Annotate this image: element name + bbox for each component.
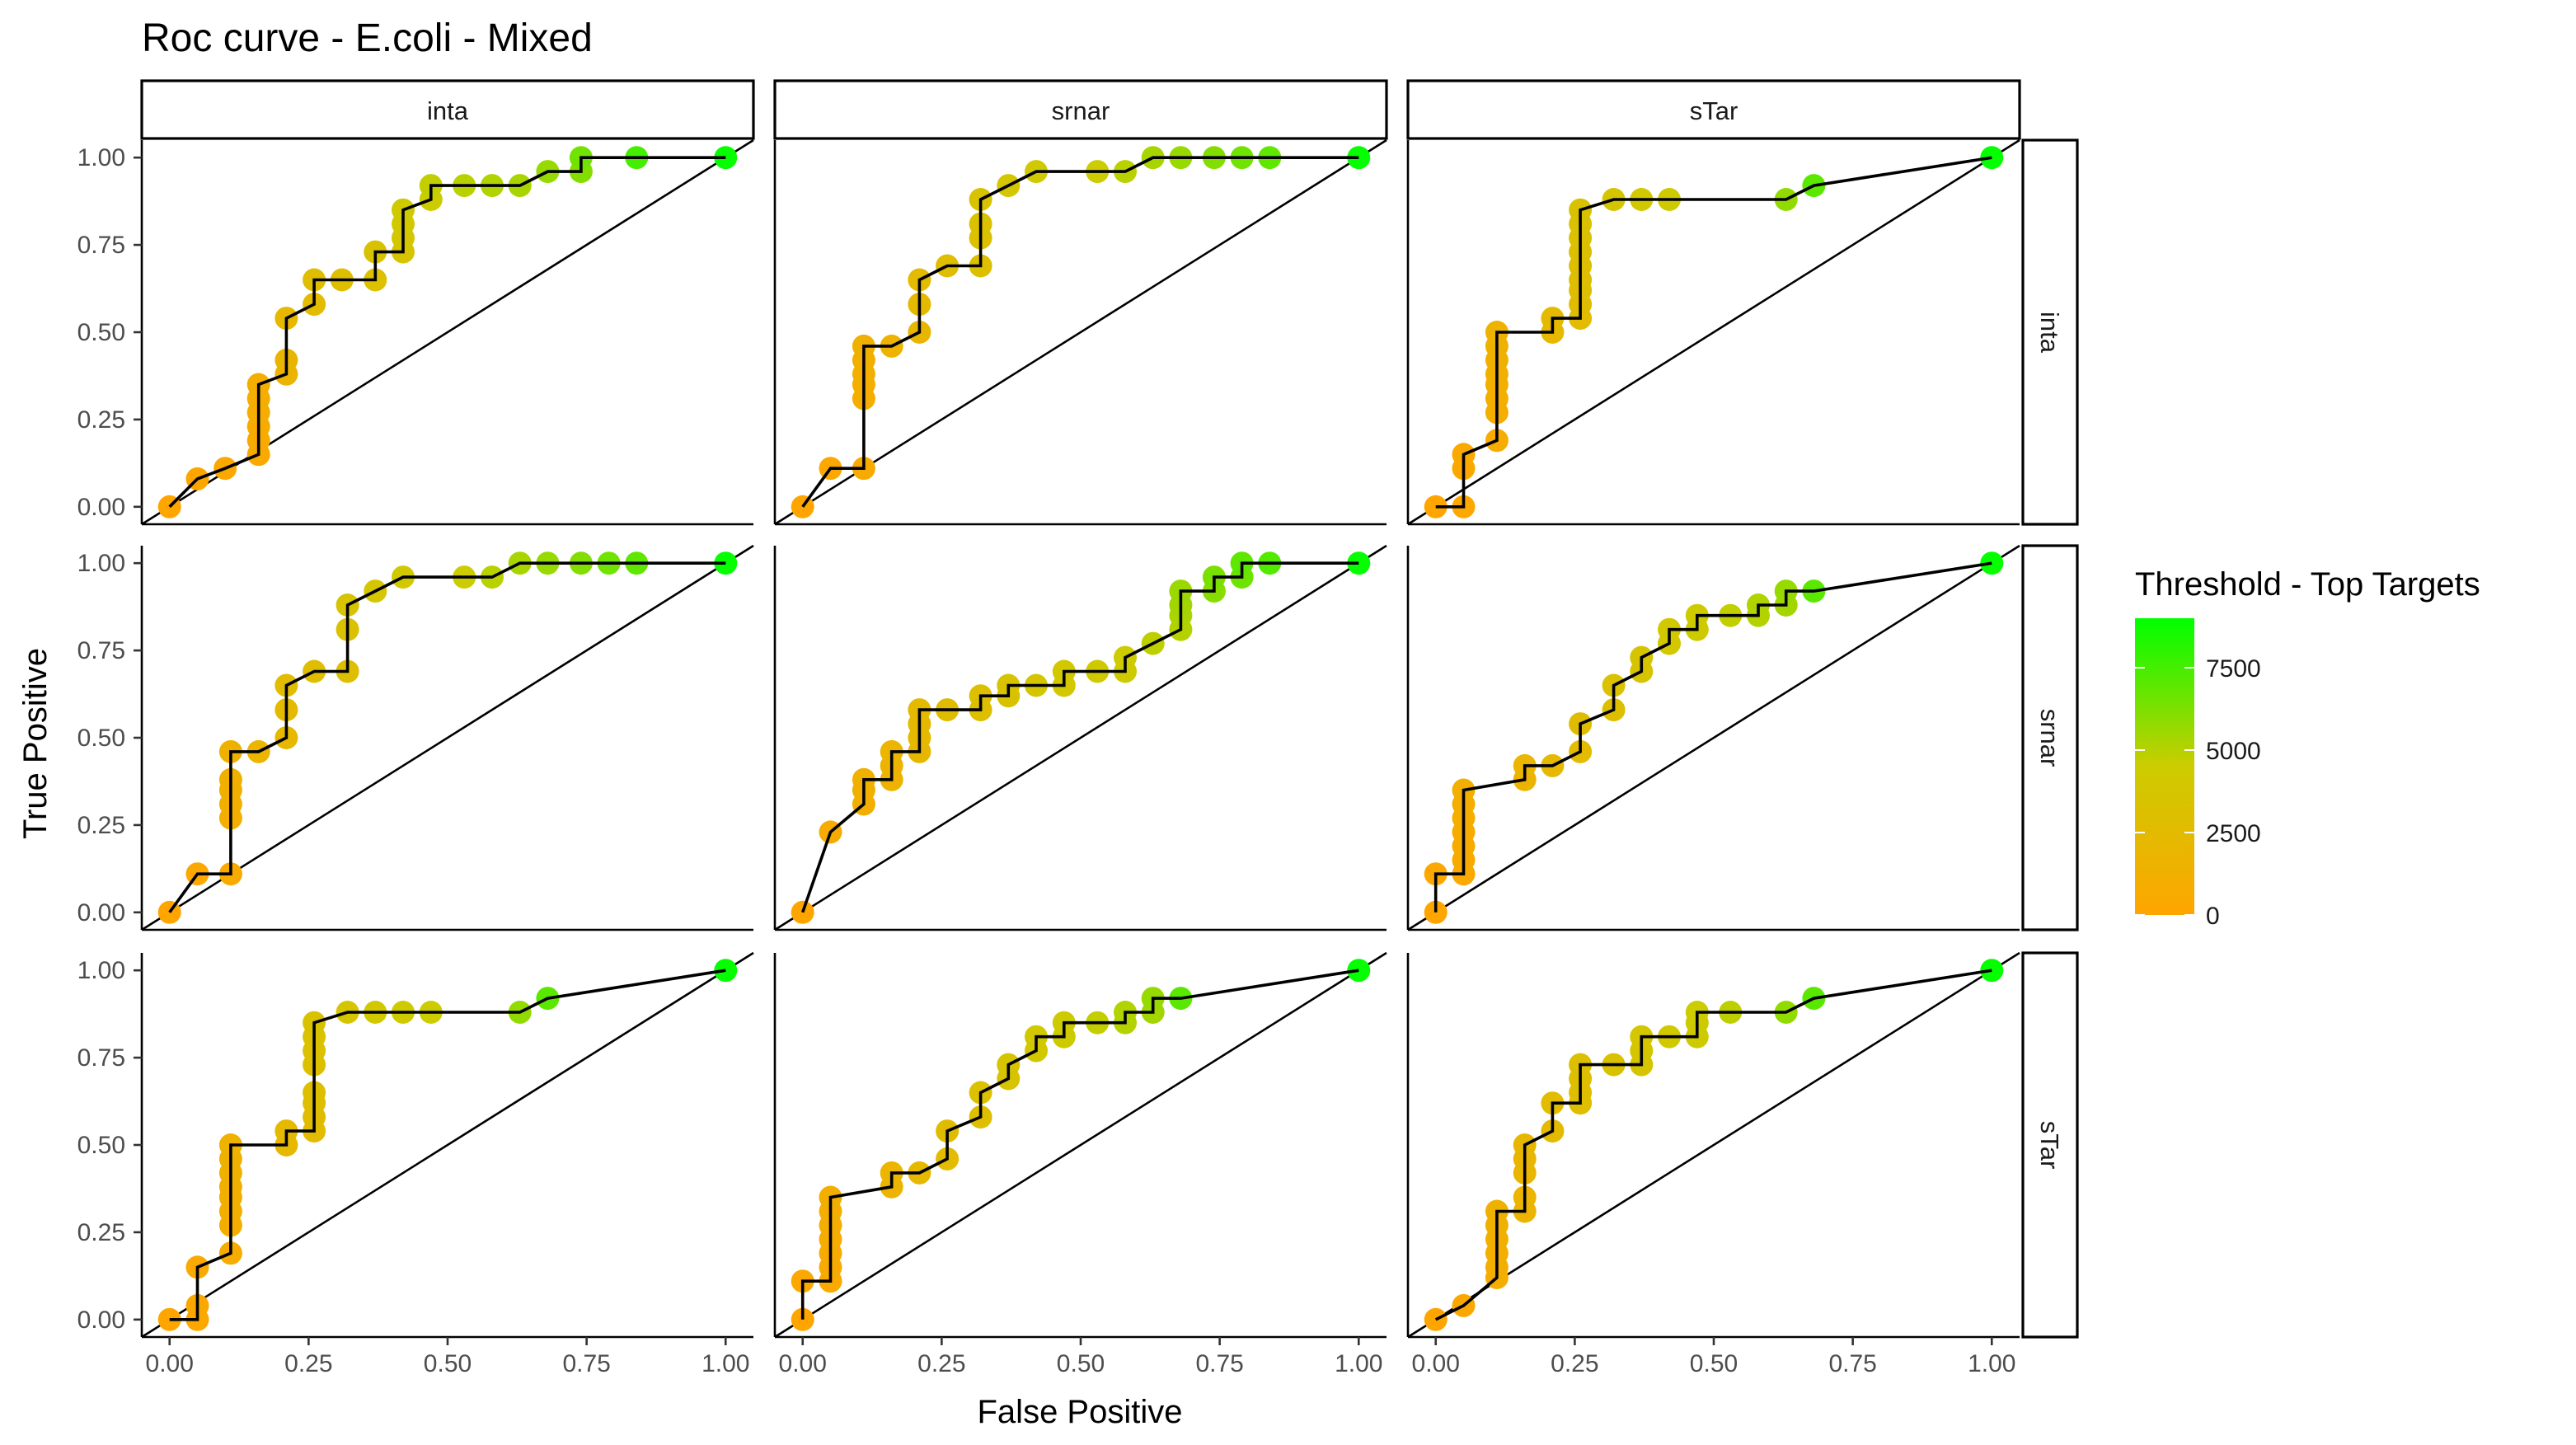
- diagonal-reference-line: [774, 951, 1387, 1339]
- strip-label: inta: [2035, 312, 2064, 354]
- column-strip-sTar: sTar: [1406, 79, 2021, 140]
- y-tick-label: 0.25: [77, 406, 125, 434]
- y-tick-label: 0.50: [77, 1132, 125, 1159]
- strip-box: [773, 79, 1388, 140]
- strip-label: inta: [427, 96, 469, 125]
- x-tick-label: 0.75: [1195, 1350, 1243, 1377]
- strip-box: [2021, 951, 2079, 1339]
- legend-colorbar: [2135, 618, 2194, 915]
- y-tick-label: 1.00: [77, 957, 125, 984]
- roc-curve-line: [168, 561, 726, 913]
- x-tick-label: 0.50: [1690, 1350, 1738, 1377]
- y-tick-label: 1.00: [77, 144, 125, 171]
- panel-srnar-inta: [140, 544, 754, 931]
- panel-sTar-inta: [140, 951, 754, 1339]
- y-tick-label: 0.75: [77, 232, 125, 259]
- roc-curve-line: [801, 156, 1359, 508]
- roc-curve-line: [1435, 156, 1992, 509]
- roc-curve-line: [1433, 561, 1992, 913]
- x-tick-label: 0.00: [146, 1350, 194, 1377]
- strip-box: [2021, 138, 2079, 526]
- row-strip-sTar: sTar: [2021, 951, 2079, 1339]
- roc-curve-line: [169, 969, 726, 1321]
- y-tick-label: 0.25: [77, 812, 125, 839]
- y-tick-label: 0.00: [77, 899, 125, 927]
- x-tick-label: 0.50: [424, 1350, 472, 1377]
- x-tick-label: 1.00: [1335, 1350, 1382, 1377]
- strip-label: srnar: [2035, 709, 2064, 767]
- y-axis: 0.00 0.25 0.50 0.75 1.00 0.00 0.25 0.50 0.75 1.00…: [77, 144, 142, 1334]
- panel-inta-inta: [140, 138, 754, 526]
- diagonal-reference-line: [1407, 951, 2020, 1339]
- y-axis-title: True Positive: [17, 648, 54, 839]
- y-tick-label: 0.50: [77, 725, 125, 752]
- legend: Threshold - Top Targets 0 2500 5000 7500: [2135, 566, 2480, 930]
- y-tick-label: 0.75: [77, 637, 125, 664]
- y-tick-label: 0.00: [77, 1307, 125, 1334]
- x-tick-label: 0.75: [562, 1350, 610, 1377]
- strip-box: [2021, 544, 2079, 931]
- diagonal-reference-line: [1407, 138, 2020, 526]
- roc-curve-line: [168, 156, 726, 509]
- y-tick-label: 0.75: [77, 1044, 125, 1072]
- diagonal-reference-line: [141, 544, 754, 931]
- strip-box: [1406, 79, 2021, 140]
- panel-grid: [140, 138, 2020, 1339]
- strip-label: srnar: [1052, 96, 1110, 125]
- legend-ticks: 0 2500 5000 7500: [2135, 655, 2261, 930]
- x-axis: 0.00 0.25 0.50 0.75 1.00 0.00 0.25 0.50 0.75 1.00…: [146, 1337, 2015, 1377]
- diagonal-reference-line: [141, 951, 754, 1339]
- y-tick-label: 0.50: [77, 319, 125, 346]
- diagonal-reference-line: [774, 544, 1387, 931]
- row-strips: inta srnar sTar: [2021, 138, 2079, 1339]
- x-tick-label: 0.75: [1828, 1350, 1876, 1377]
- strip-box: [140, 79, 755, 140]
- roc-points: [1424, 959, 2004, 1331]
- y-tick-label: 0.00: [77, 494, 125, 521]
- strip-label: sTar: [2035, 1121, 2064, 1170]
- roc-curve-line: [800, 561, 1359, 913]
- legend-tick-label: 0: [2206, 903, 2220, 930]
- y-tick-label: 0.25: [77, 1219, 125, 1246]
- roc-curve-line: [1434, 969, 1992, 1321]
- x-tick-label: 0.00: [779, 1350, 827, 1377]
- diagonal-reference-line: [774, 138, 1387, 526]
- panel-sTar-sTar: [1406, 951, 2020, 1339]
- chart-title: Roc curve - E.coli - Mixed: [142, 16, 593, 60]
- legend-tick-label: 5000: [2206, 738, 2261, 765]
- column-strips: inta srnar sTar: [140, 79, 2021, 140]
- legend-tick-label: 7500: [2206, 655, 2261, 683]
- x-axis-title: False Positive: [978, 1394, 1183, 1430]
- column-strip-inta: inta: [140, 79, 755, 140]
- x-tick-label: 1.00: [1968, 1350, 2015, 1377]
- x-tick-label: 0.50: [1057, 1350, 1105, 1377]
- row-strip-srnar: srnar: [2021, 544, 2079, 931]
- x-tick-label: 1.00: [701, 1350, 749, 1377]
- y-tick-label: 1.00: [77, 550, 125, 577]
- panel-sTar-srnar: [773, 951, 1387, 1339]
- roc-curve-line: [800, 969, 1359, 1320]
- legend-title: Threshold - Top Targets: [2135, 566, 2480, 603]
- x-tick-label: 0.25: [917, 1350, 965, 1377]
- column-strip-srnar: srnar: [773, 79, 1388, 140]
- panel-srnar-sTar: [1406, 544, 2020, 931]
- x-tick-label: 0.00: [1412, 1350, 1460, 1377]
- strip-label: sTar: [1690, 96, 1738, 125]
- panel-inta-srnar: [773, 138, 1387, 526]
- panel-srnar-srnar: [773, 544, 1387, 931]
- row-strip-inta: inta: [2021, 138, 2079, 526]
- panel-inta-sTar: [1406, 138, 2020, 526]
- diagonal-reference-line: [1407, 544, 2020, 931]
- x-tick-label: 0.25: [284, 1350, 332, 1377]
- x-tick-label: 0.25: [1551, 1350, 1598, 1377]
- legend-tick-label: 2500: [2206, 820, 2261, 847]
